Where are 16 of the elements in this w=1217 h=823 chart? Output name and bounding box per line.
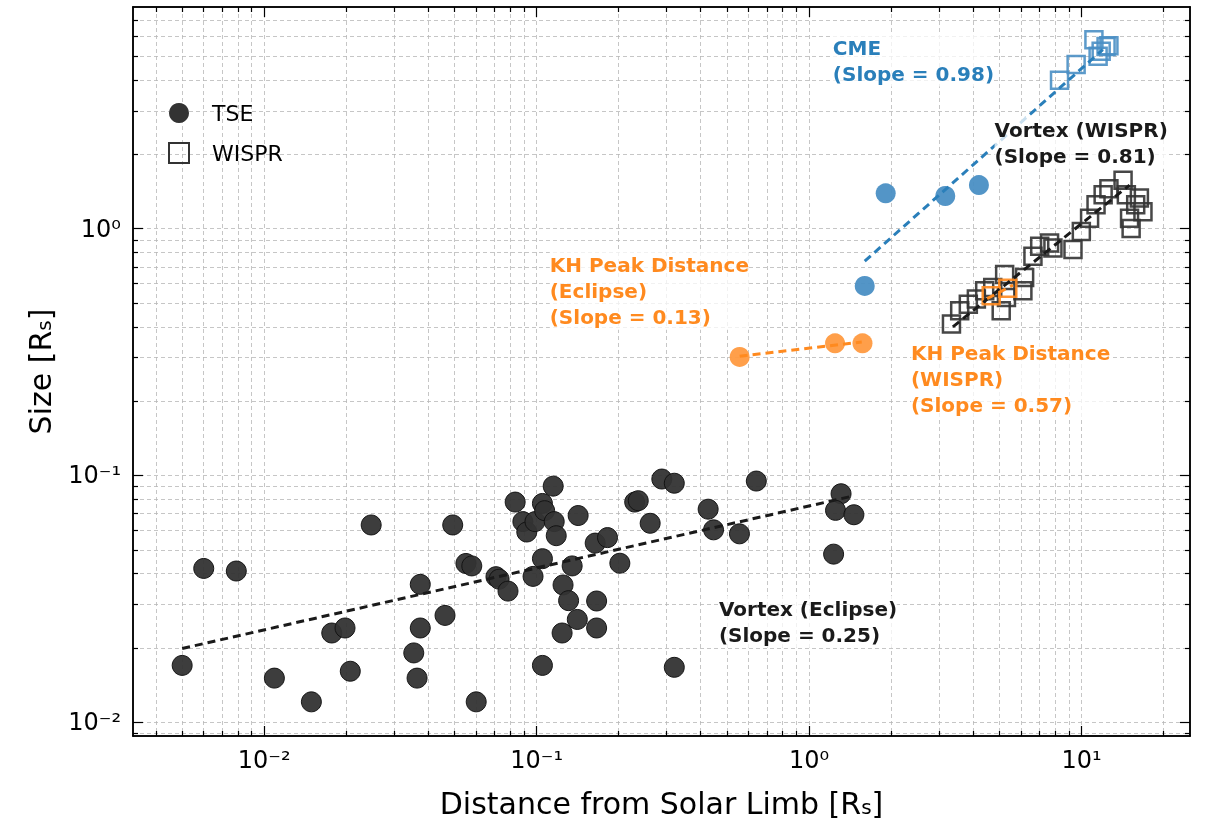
- x-tick-label: 10⁰: [789, 746, 830, 774]
- x-tick-label: 10⁻²: [237, 746, 291, 774]
- x-tick-label: 10⁻¹: [510, 746, 564, 774]
- annotation: KH Peak Distance (WISPR) (Slope = 0.57): [910, 341, 1111, 418]
- y-axis-title: Size [Rs]: [22, 308, 58, 435]
- x-axis-title: Distance from Solar Limb [Rs]: [439, 785, 884, 821]
- annotation: Vortex (Eclipse) (Slope = 0.25): [718, 596, 898, 647]
- y-tick-label: 10⁻¹: [68, 461, 121, 490]
- annotation: CME (Slope = 0.98): [832, 35, 995, 86]
- annotation: Vortex (WISPR) (Slope = 0.81): [994, 118, 1168, 169]
- legend-label: TSE: [211, 100, 254, 126]
- y-tick-label: 10⁰: [80, 214, 121, 243]
- x-tick-label: 10¹: [1061, 746, 1102, 774]
- annotation: KH Peak Distance (Eclipse) (Slope = 0.13): [549, 253, 749, 330]
- legend-label: WISPR: [212, 140, 283, 166]
- y-tick-label: 10⁻²: [68, 708, 121, 737]
